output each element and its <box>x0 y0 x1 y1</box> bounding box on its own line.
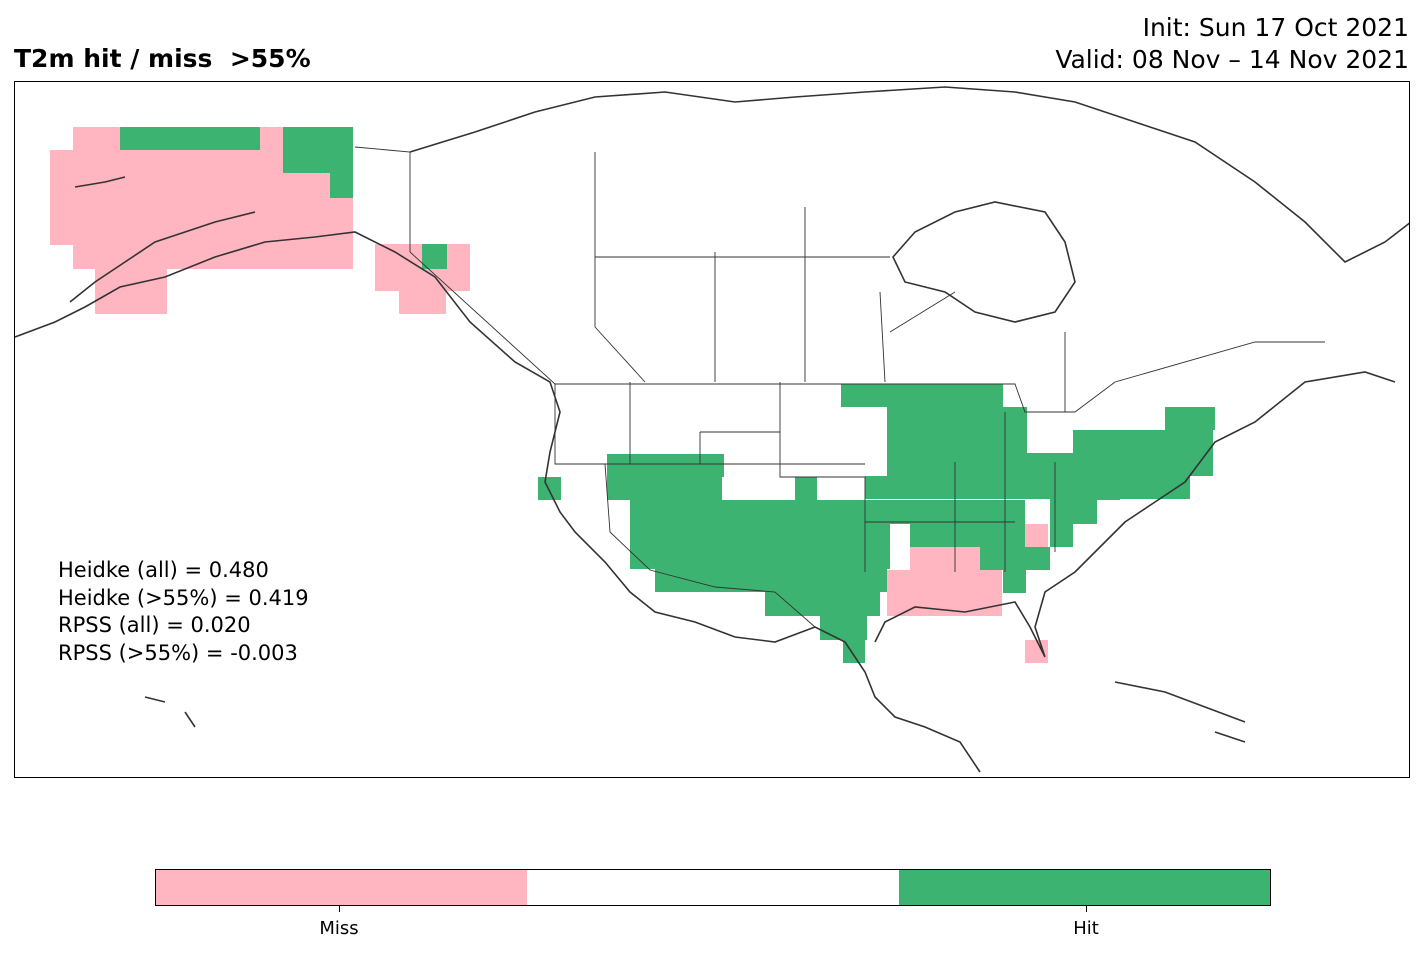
date-info: Init: Sun 17 Oct 2021 Valid: 08 Nov – 14… <box>1055 12 1409 76</box>
colorbar-tick-miss <box>339 906 340 912</box>
political-borders <box>354 146 1325 628</box>
colorbar-hit <box>898 870 1270 905</box>
colorbar <box>155 869 1271 906</box>
coastlines <box>15 86 1409 773</box>
map-panel <box>14 81 1410 778</box>
heidke-55: Heidke (>55%) = 0.419 <box>58 585 309 610</box>
colorbar-label-miss: Miss <box>319 918 359 939</box>
skill-scores: Heidke (all) = 0.480 Heidke (>55%) = 0.4… <box>58 557 309 667</box>
gap-cells <box>607 477 1409 524</box>
colorbar-miss <box>156 870 528 905</box>
colorbar-none <box>527 870 899 905</box>
valid-date: Valid: 08 Nov – 14 Nov 2021 <box>1055 45 1409 74</box>
rpss-55: RPSS (>55%) = -0.003 <box>58 640 298 665</box>
colorbar-label-hit: Hit <box>1073 918 1099 939</box>
init-date: Init: Sun 17 Oct 2021 <box>1142 13 1409 42</box>
rpss-all: RPSS (all) = 0.020 <box>58 613 251 637</box>
colorbar-tick-hit <box>1086 906 1087 912</box>
map-canvas <box>15 86 1409 773</box>
heidke-all: Heidke (all) = 0.480 <box>58 558 269 582</box>
hit-cells <box>120 127 1409 663</box>
map-title: T2m hit / miss >55% <box>14 44 311 73</box>
